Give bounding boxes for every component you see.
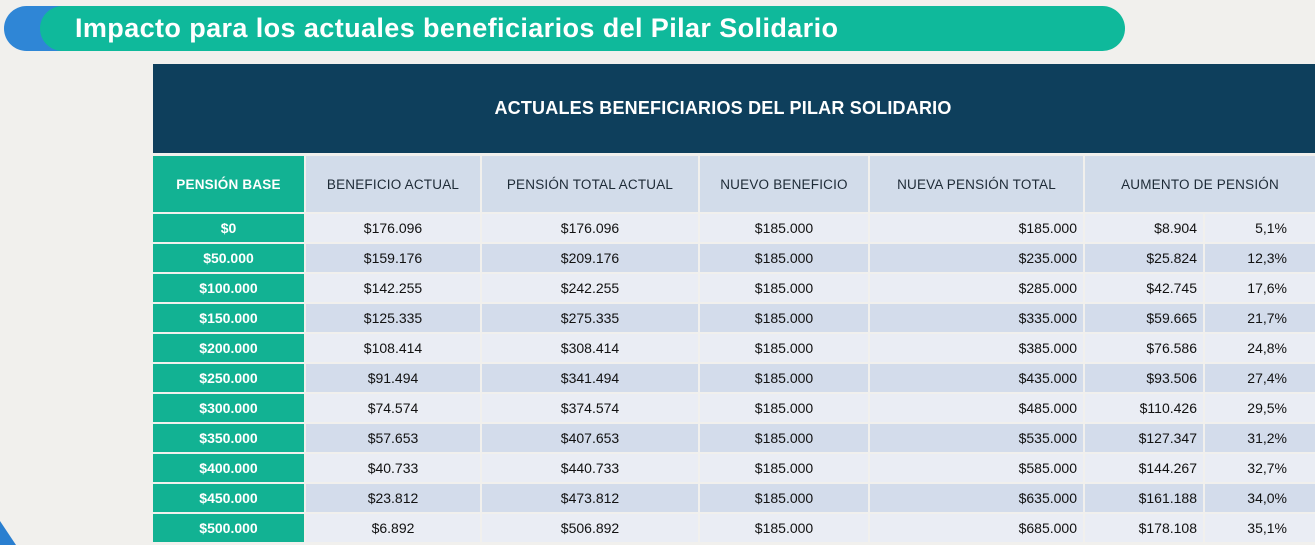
cell-pension-base: $250.000 bbox=[153, 364, 306, 392]
cell-nueva-pension-total: $285.000 bbox=[870, 274, 1085, 302]
cell-aumento-monto: $59.665 bbox=[1085, 304, 1205, 332]
cell-nuevo-beneficio: $185.000 bbox=[700, 274, 870, 302]
cell-beneficio-actual: $6.892 bbox=[306, 514, 482, 542]
beneficiaries-table: ACTUALES BENEFICIARIOS DEL PILAR SOLIDAR… bbox=[153, 64, 1315, 542]
cell-aumento-porcentaje: 12,3% bbox=[1205, 244, 1315, 272]
cell-aumento-monto: $144.267 bbox=[1085, 454, 1205, 482]
cell-pension-base: $50.000 bbox=[153, 244, 306, 272]
cell-pension-total-actual: $275.335 bbox=[482, 304, 700, 332]
cell-nuevo-beneficio: $185.000 bbox=[700, 514, 870, 542]
cell-pension-base: $100.000 bbox=[153, 274, 306, 302]
cell-nuevo-beneficio: $185.000 bbox=[700, 214, 870, 242]
header-nueva-pension-total: NUEVA PENSIÓN TOTAL bbox=[870, 156, 1085, 212]
cell-nuevo-beneficio: $185.000 bbox=[700, 484, 870, 512]
header-beneficio-actual: BENEFICIO ACTUAL bbox=[306, 156, 482, 212]
cell-beneficio-actual: $108.414 bbox=[306, 334, 482, 362]
cell-beneficio-actual: $40.733 bbox=[306, 454, 482, 482]
corner-decoration bbox=[0, 521, 16, 545]
cell-nuevo-beneficio: $185.000 bbox=[700, 364, 870, 392]
cell-nueva-pension-total: $185.000 bbox=[870, 214, 1085, 242]
cell-pension-total-actual: $341.494 bbox=[482, 364, 700, 392]
cell-pension-total-actual: $308.414 bbox=[482, 334, 700, 362]
cell-pension-base: $500.000 bbox=[153, 514, 306, 542]
cell-pension-base: $150.000 bbox=[153, 304, 306, 332]
cell-nueva-pension-total: $335.000 bbox=[870, 304, 1085, 332]
header-pension-total-actual: PENSIÓN TOTAL ACTUAL bbox=[482, 156, 700, 212]
cell-aumento-porcentaje: 17,6% bbox=[1205, 274, 1315, 302]
cell-aumento-monto: $127.347 bbox=[1085, 424, 1205, 452]
cell-beneficio-actual: $176.096 bbox=[306, 214, 482, 242]
cell-aumento-porcentaje: 21,7% bbox=[1205, 304, 1315, 332]
table-title-bar: ACTUALES BENEFICIARIOS DEL PILAR SOLIDAR… bbox=[153, 64, 1315, 153]
cell-aumento-monto: $110.426 bbox=[1085, 394, 1205, 422]
cell-pension-base: $300.000 bbox=[153, 394, 306, 422]
page-title: Impacto para los actuales beneficiarios … bbox=[75, 13, 839, 43]
cell-pension-base: $450.000 bbox=[153, 484, 306, 512]
cell-pension-total-actual: $374.574 bbox=[482, 394, 700, 422]
cell-nueva-pension-total: $485.000 bbox=[870, 394, 1085, 422]
cell-nueva-pension-total: $385.000 bbox=[870, 334, 1085, 362]
header-pension-base: PENSIÓN BASE bbox=[153, 156, 306, 212]
cell-nueva-pension-total: $235.000 bbox=[870, 244, 1085, 272]
cell-nuevo-beneficio: $185.000 bbox=[700, 244, 870, 272]
title-banner: Impacto para los actuales beneficiarios … bbox=[0, 0, 1315, 60]
cell-aumento-porcentaje: 35,1% bbox=[1205, 514, 1315, 542]
header-nuevo-beneficio: NUEVO BENEFICIO bbox=[700, 156, 870, 212]
cell-beneficio-actual: $23.812 bbox=[306, 484, 482, 512]
cell-pension-total-actual: $209.176 bbox=[482, 244, 700, 272]
cell-nuevo-beneficio: $185.000 bbox=[700, 394, 870, 422]
banner-bar: Impacto para los actuales beneficiarios … bbox=[40, 6, 1125, 51]
cell-pension-total-actual: $473.812 bbox=[482, 484, 700, 512]
cell-aumento-monto: $76.586 bbox=[1085, 334, 1205, 362]
cell-aumento-monto: $8.904 bbox=[1085, 214, 1205, 242]
cell-aumento-monto: $42.745 bbox=[1085, 274, 1205, 302]
table-title: ACTUALES BENEFICIARIOS DEL PILAR SOLIDAR… bbox=[494, 98, 952, 118]
cell-nuevo-beneficio: $185.000 bbox=[700, 304, 870, 332]
cell-nueva-pension-total: $685.000 bbox=[870, 514, 1085, 542]
cell-aumento-monto: $161.188 bbox=[1085, 484, 1205, 512]
cell-beneficio-actual: $91.494 bbox=[306, 364, 482, 392]
header-aumento-pension: AUMENTO DE PENSIÓN bbox=[1085, 156, 1315, 212]
cell-pension-total-actual: $176.096 bbox=[482, 214, 700, 242]
cell-pension-base: $350.000 bbox=[153, 424, 306, 452]
cell-beneficio-actual: $74.574 bbox=[306, 394, 482, 422]
cell-nuevo-beneficio: $185.000 bbox=[700, 334, 870, 362]
cell-beneficio-actual: $142.255 bbox=[306, 274, 482, 302]
cell-aumento-porcentaje: 31,2% bbox=[1205, 424, 1315, 452]
cell-nueva-pension-total: $635.000 bbox=[870, 484, 1085, 512]
cell-beneficio-actual: $159.176 bbox=[306, 244, 482, 272]
cell-aumento-porcentaje: 24,8% bbox=[1205, 334, 1315, 362]
cell-nueva-pension-total: $535.000 bbox=[870, 424, 1085, 452]
cell-aumento-porcentaje: 34,0% bbox=[1205, 484, 1315, 512]
cell-beneficio-actual: $57.653 bbox=[306, 424, 482, 452]
cell-pension-base: $0 bbox=[153, 214, 306, 242]
cell-aumento-porcentaje: 27,4% bbox=[1205, 364, 1315, 392]
cell-nuevo-beneficio: $185.000 bbox=[700, 454, 870, 482]
cell-aumento-porcentaje: 5,1% bbox=[1205, 214, 1315, 242]
cell-pension-base: $200.000 bbox=[153, 334, 306, 362]
table-grid: PENSIÓN BASE BENEFICIO ACTUAL PENSIÓN TO… bbox=[153, 153, 1315, 542]
cell-aumento-monto: $178.108 bbox=[1085, 514, 1205, 542]
cell-pension-base: $400.000 bbox=[153, 454, 306, 482]
cell-aumento-monto: $93.506 bbox=[1085, 364, 1205, 392]
cell-aumento-porcentaje: 32,7% bbox=[1205, 454, 1315, 482]
cell-pension-total-actual: $407.653 bbox=[482, 424, 700, 452]
cell-pension-total-actual: $506.892 bbox=[482, 514, 700, 542]
cell-pension-total-actual: $242.255 bbox=[482, 274, 700, 302]
cell-beneficio-actual: $125.335 bbox=[306, 304, 482, 332]
cell-aumento-porcentaje: 29,5% bbox=[1205, 394, 1315, 422]
cell-nuevo-beneficio: $185.000 bbox=[700, 424, 870, 452]
cell-pension-total-actual: $440.733 bbox=[482, 454, 700, 482]
cell-nueva-pension-total: $585.000 bbox=[870, 454, 1085, 482]
cell-nueva-pension-total: $435.000 bbox=[870, 364, 1085, 392]
cell-aumento-monto: $25.824 bbox=[1085, 244, 1205, 272]
